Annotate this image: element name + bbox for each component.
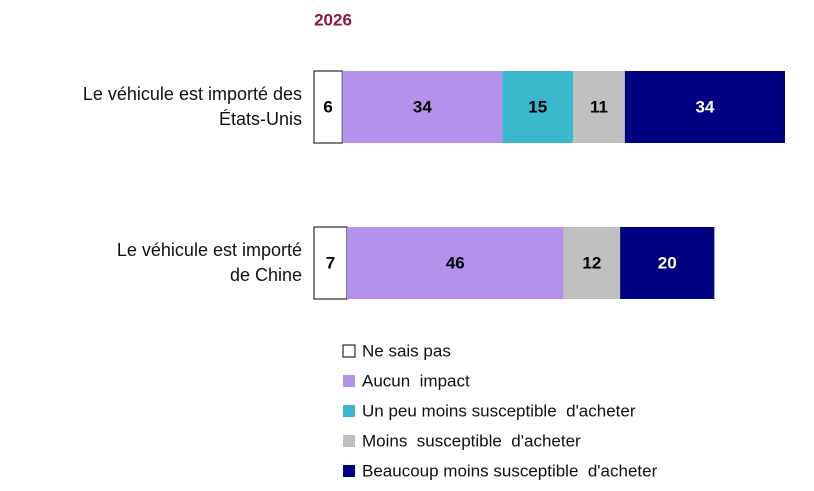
value-label: 20 [658,253,677,272]
value-label: 6 [323,97,332,116]
legend-label: Ne sais pas [362,341,451,360]
bar-segment [620,227,715,299]
category-label: Le véhicule est importé des États-Unis [82,84,302,129]
bar-segment [342,71,503,143]
legend-swatch [343,435,355,447]
value-label: 7 [326,253,335,272]
value-label: 11 [590,97,608,116]
legend-swatch [342,344,356,358]
legend-label: Un peu moins susceptible d'acheter [362,401,636,420]
category-label: Le véhicule est importé de Chine [116,240,302,285]
legend-label: Moins susceptible d'acheter [362,431,581,450]
bar-segment [502,71,574,143]
legend-swatch [343,405,355,417]
value-label: 34 [413,97,432,116]
value-label: 34 [695,97,714,116]
value-label: 46 [446,253,465,272]
chart-title: 2026 [314,10,352,29]
bar-segment [346,227,564,299]
bar-segment [313,226,348,300]
bar-segment [573,71,625,143]
legend-label: Beaucoup moins susceptible d'acheter [362,461,658,480]
legend-swatch [343,465,355,477]
bar-segment [563,227,621,299]
legend-label: Aucun impact [362,371,470,390]
legend-swatch [343,375,355,387]
value-label: 12 [582,253,601,272]
value-label: 15 [528,97,547,116]
bar-segment [624,71,785,143]
